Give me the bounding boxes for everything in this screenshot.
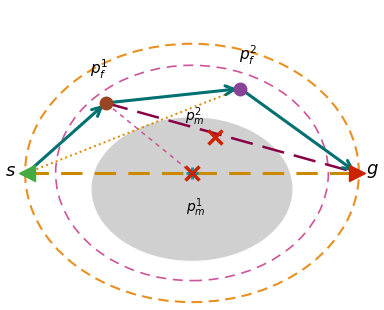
Text: $p_m^2$: $p_m^2$ [185, 105, 205, 128]
Text: $s$: $s$ [5, 162, 16, 180]
Text: $p_f^2$: $p_f^2$ [238, 44, 257, 67]
Text: $g$: $g$ [366, 162, 379, 180]
Text: $p_m^1$: $p_m^1$ [186, 196, 205, 219]
Text: $p_f^1$: $p_f^1$ [89, 58, 108, 82]
Ellipse shape [91, 117, 293, 261]
